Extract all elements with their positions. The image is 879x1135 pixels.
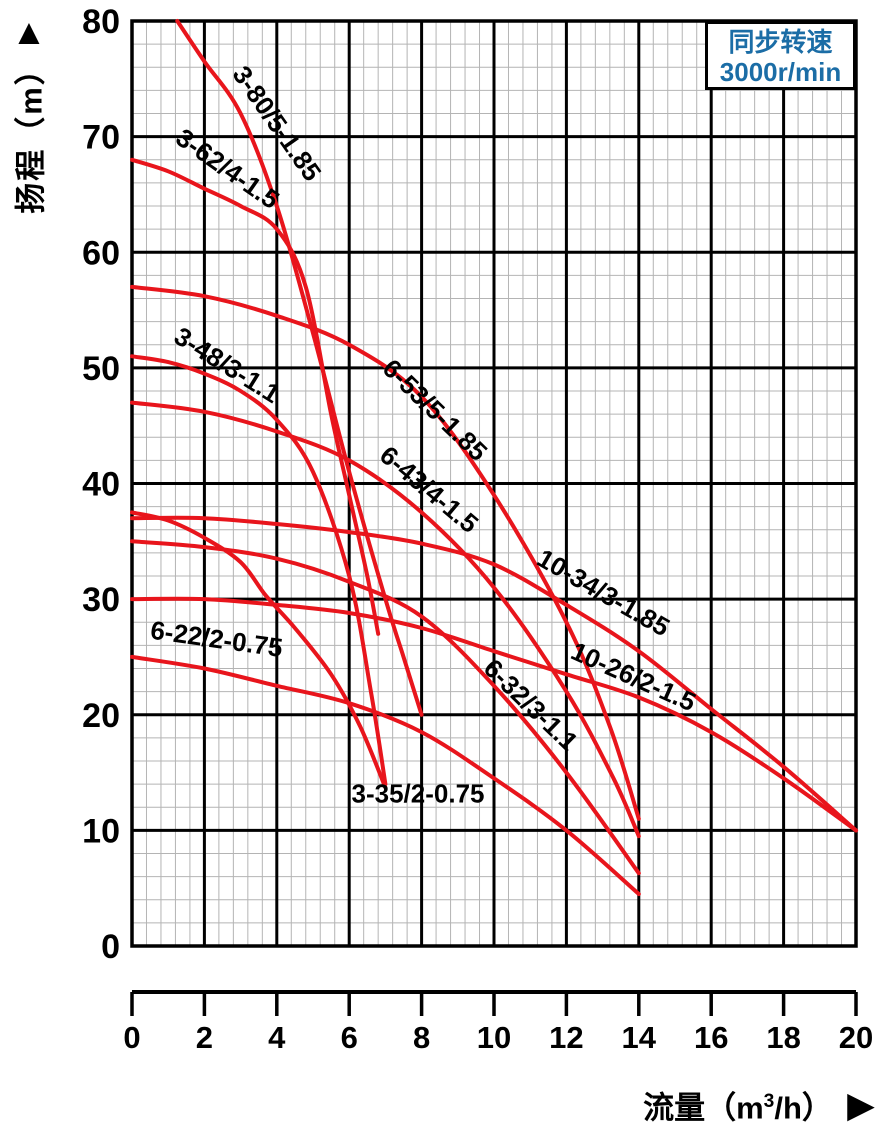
x-axis-title-sup: 3 (763, 1091, 775, 1113)
curve-3-80/5-1.85 (175, 19, 424, 717)
x-axis-title-suffix: /h） (774, 1090, 833, 1126)
y-tick-label: 60 (82, 234, 120, 272)
x-axis-title: 流量（m3/h） (643, 1083, 833, 1128)
x-tick-label: 12 (549, 1020, 583, 1055)
x-tick-label: 20 (839, 1020, 873, 1055)
x-tick-label: 16 (694, 1020, 728, 1055)
x-tick-label: 14 (622, 1020, 657, 1055)
curve-6-32/3-1.1 (130, 539, 641, 876)
y-axis-title: 扬程（m） (13, 52, 49, 214)
legend-box: 同步转速 3000r/min (705, 21, 856, 90)
y-tick-label: 40 (82, 466, 120, 504)
x-tick-label: 0 (123, 1020, 140, 1055)
curve-6-53/5-1.85 (130, 284, 641, 821)
legend-line-2: 3000r/min (719, 57, 842, 87)
y-tick-label: 20 (82, 697, 120, 735)
y-tick-label: 80 (82, 3, 120, 41)
curve-3-48/3-1.1 (130, 354, 388, 787)
curve-3-35/2-0.75 (130, 510, 388, 790)
curve-6-22/2-0.75 (130, 654, 641, 896)
y-tick-label: 50 (82, 350, 120, 388)
curve-10-26/2-1.5 (130, 596, 858, 833)
x-tick-label: 2 (196, 1020, 213, 1055)
x-axis-title-text: 流量（m (643, 1090, 764, 1126)
y-tick-label: 30 (82, 581, 120, 619)
y-axis-up-arrow-icon: ▲ (11, 11, 47, 52)
legend-line-1: 同步转速 (728, 27, 833, 57)
curve-label-3-48/3-1.1: 3-48/3-1.1 (169, 321, 285, 409)
plot-border (130, 19, 858, 948)
x-axis-right-arrow-icon: ▶ (847, 1084, 875, 1125)
curve-10-34/3-1.85 (130, 515, 858, 833)
y-tick-label: 10 (82, 812, 120, 850)
y-tick-label: 0 (101, 928, 120, 966)
curve-label-3-35/2-0.75: 3-35/2-0.75 (352, 779, 485, 809)
y-tick-label: 70 (82, 119, 120, 157)
curve-6-43/4-1.5 (130, 400, 641, 839)
x-tick-label: 18 (766, 1020, 800, 1055)
x-tick-label: 6 (341, 1020, 358, 1055)
x-tick-label: 4 (268, 1020, 286, 1055)
x-tick-label: 8 (413, 1020, 430, 1055)
x-tick-label: 10 (477, 1020, 511, 1055)
